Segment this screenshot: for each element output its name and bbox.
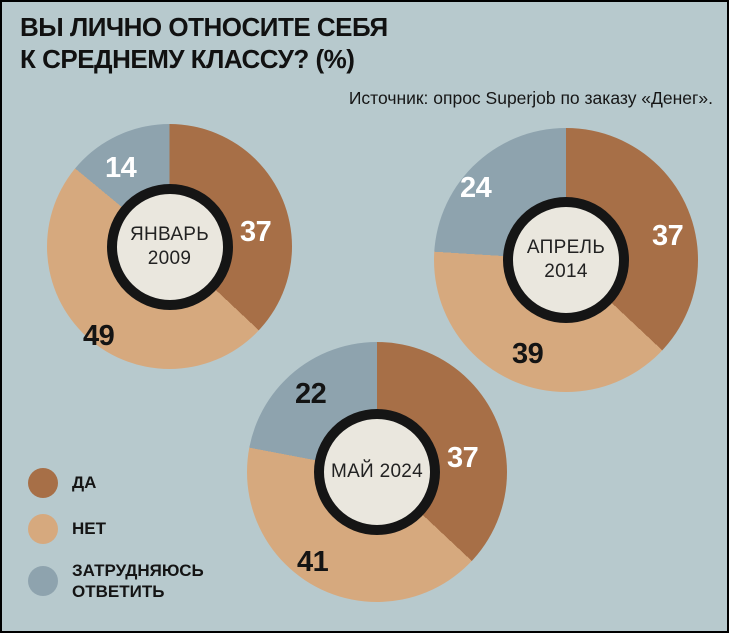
donut-center-may-2024: МАЙ 2024 xyxy=(314,409,440,535)
donut-chart-may-2024: МАЙ 2024 37 41 22 xyxy=(247,342,507,602)
legend-swatch-undecided xyxy=(28,566,58,597)
value-label-no-2024: 41 xyxy=(297,546,329,578)
source-caption: Источник: опрос Superjob по заказу «Дене… xyxy=(348,88,713,108)
donut-center-label: МАЙ 2024 xyxy=(330,461,424,483)
legend-swatch-no xyxy=(28,514,58,544)
legend-label-undecided: ЗАТРУДНЯЮСЬ ОТВЕТИТЬ xyxy=(72,561,204,602)
legend-swatch-yes xyxy=(28,468,58,498)
page-title: ВЫ ЛИЧНО ОТНОСИТЕ СЕБЯ К СРЕДНЕМУ КЛАССУ… xyxy=(20,12,388,75)
page-title-line2: К СРЕДНЕМУ КЛАССУ? (%) xyxy=(20,43,355,74)
value-label-yes-2014: 37 xyxy=(652,220,684,252)
legend-item-no: НЕТ xyxy=(28,514,222,544)
legend-item-yes: ДА xyxy=(28,468,222,498)
donut-chart-january-2009: ЯНВАРЬ 2009 37 49 14 xyxy=(47,124,292,369)
legend: ДА НЕТ ЗАТРУДНЯЮСЬ ОТВЕТИТЬ xyxy=(28,468,222,603)
value-label-undecided-2009: 14 xyxy=(105,152,137,184)
donut-center-january-2009: ЯНВАРЬ 2009 xyxy=(106,183,233,310)
donut-center-label: ЯНВАРЬ 2009 xyxy=(129,223,210,269)
value-label-undecided-2024: 22 xyxy=(295,378,327,410)
value-label-yes-2009: 37 xyxy=(240,216,272,248)
page-title-line1: ВЫ ЛИЧНО ОТНОСИТЕ СЕБЯ xyxy=(20,12,388,42)
value-label-no-2014: 39 xyxy=(512,338,544,370)
value-label-undecided-2014: 24 xyxy=(460,172,492,204)
legend-label-yes: ДА xyxy=(72,473,97,493)
value-label-yes-2024: 37 xyxy=(447,442,479,474)
donut-center-april-2014: АПРЕЛЬ 2014 xyxy=(503,197,629,323)
value-label-no-2009: 49 xyxy=(83,320,115,352)
donut-chart-april-2014: АПРЕЛЬ 2014 37 39 24 xyxy=(434,128,698,392)
legend-item-undecided: ЗАТРУДНЯЮСЬ ОТВЕТИТЬ xyxy=(28,560,222,603)
donut-center-label: АПРЕЛЬ 2014 xyxy=(526,237,606,282)
legend-label-no: НЕТ xyxy=(72,519,106,539)
